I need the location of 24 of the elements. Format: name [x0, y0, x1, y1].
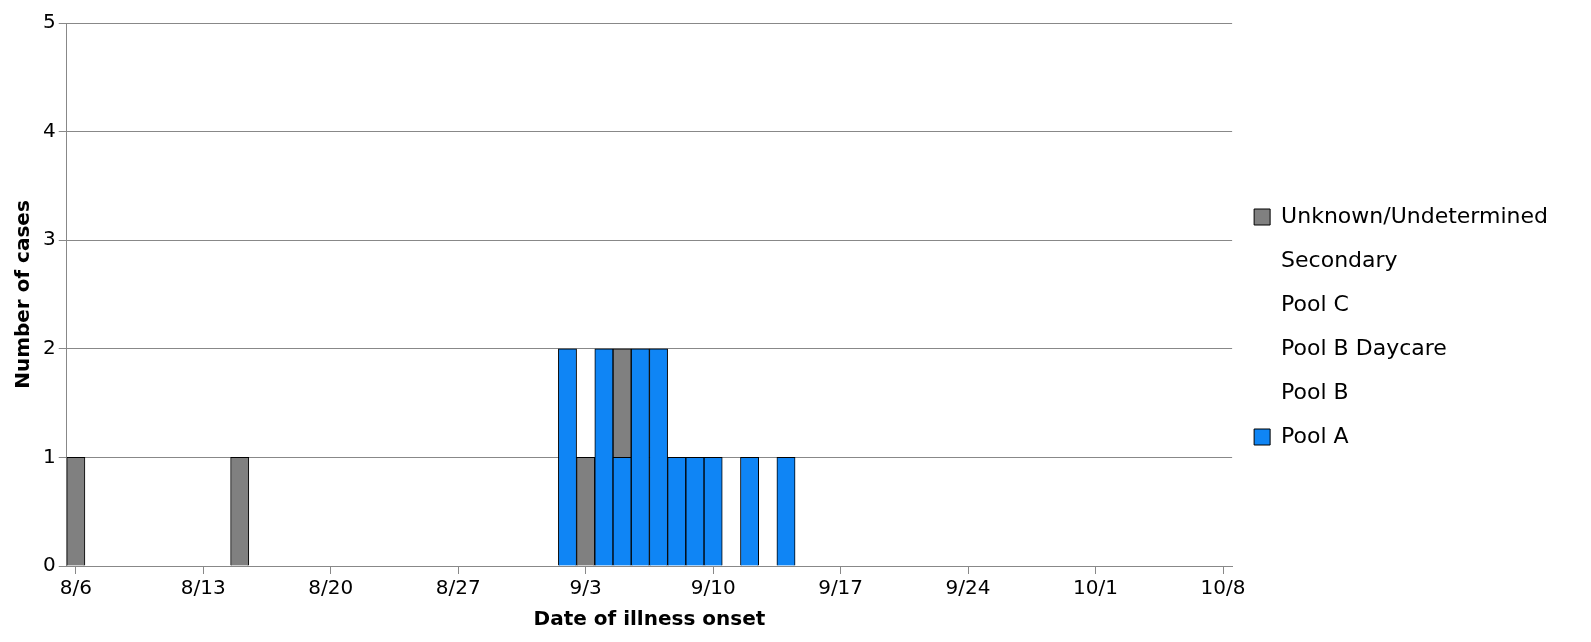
x-tick-label: 8/6 [59, 575, 92, 600]
text: Pool B [1281, 378, 1349, 404]
y-tick-label: 4 [42, 117, 56, 142]
x-tick-label: 10/8 [1200, 575, 1246, 600]
y-axis-title: Number of cases [10, 200, 35, 389]
x-tick-label: 9/24 [945, 575, 991, 600]
x-axis-title: Date of illness onset [533, 606, 766, 631]
x-tick-label: 10/1 [1073, 575, 1118, 600]
x-tick-label: 8/20 [308, 575, 354, 600]
y-tick-label: 5 [42, 9, 56, 34]
y-tick-label: 2 [42, 335, 56, 359]
x-tick-label: 9/10 [690, 575, 736, 600]
y-tick-label: 3 [42, 226, 56, 251]
text: Pool B Daycare [1281, 334, 1447, 360]
legend-label: Pool A [1281, 422, 1349, 448]
x-tick-label: 9/3 [569, 575, 602, 600]
text: Pool C [1281, 290, 1349, 316]
legend-label: Unknown/Undetermined [1281, 202, 1548, 228]
y-tick-label: 0 [42, 552, 56, 577]
y-tick-label: 1 [42, 443, 56, 468]
x-tick-label: 8/27 [435, 575, 481, 600]
text: Secondary [1281, 246, 1398, 272]
x-tick-label: 9/17 [818, 575, 864, 600]
x-tick-label: 8/13 [180, 575, 226, 600]
